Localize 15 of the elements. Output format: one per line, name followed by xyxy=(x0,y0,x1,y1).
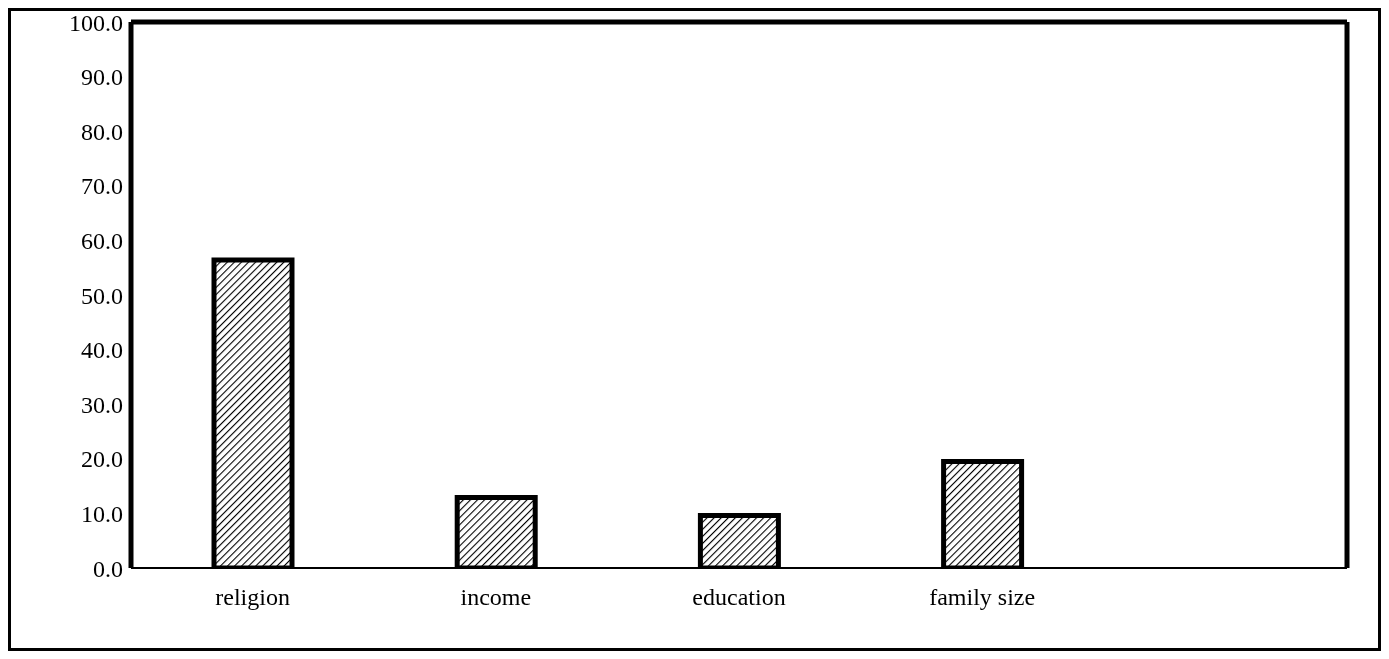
y-tick-label: 20.0 xyxy=(81,446,123,473)
x-tick-label: income xyxy=(460,584,532,611)
x-tick-label: family size xyxy=(929,584,1036,611)
y-tick-label: 0.0 xyxy=(93,555,123,582)
y-tick-label: 10.0 xyxy=(81,500,123,527)
y-tick-label: 60.0 xyxy=(81,227,123,254)
y-tick-label: 40.0 xyxy=(81,337,123,364)
y-tick-label: 50.0 xyxy=(81,282,123,309)
y-tick-label: 30.0 xyxy=(81,391,123,418)
y-tick-label: 80.0 xyxy=(81,118,123,145)
x-tick-label: education xyxy=(692,584,786,611)
y-tick-label: 90.0 xyxy=(81,64,123,91)
y-tick-label: 100.0 xyxy=(69,9,123,36)
x-tick-label: religion xyxy=(215,584,290,611)
y-tick-label: 70.0 xyxy=(81,173,123,200)
